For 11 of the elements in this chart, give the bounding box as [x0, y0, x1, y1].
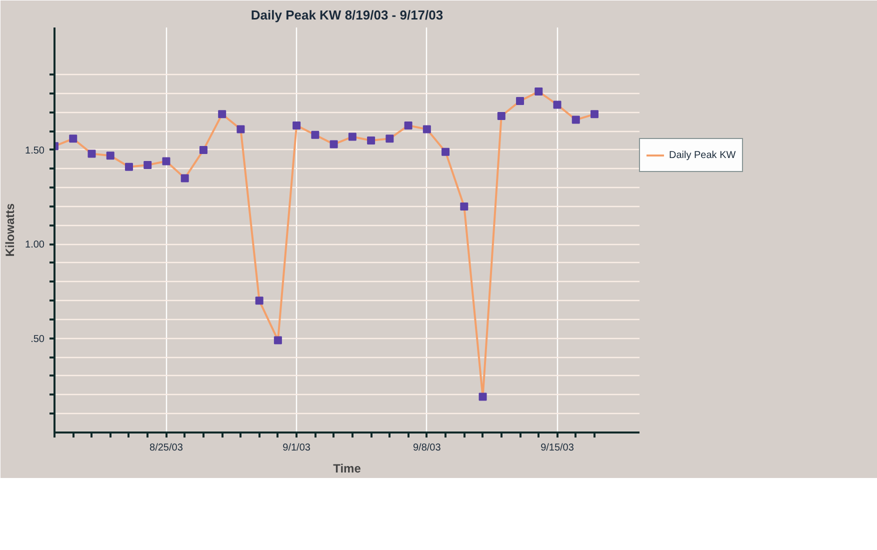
- x-tick-label: 8/25/03: [150, 442, 184, 454]
- y-tick-label: .50: [30, 334, 45, 345]
- y-tick-label: 1.50: [25, 145, 45, 156]
- x-axis-title: Time: [333, 462, 362, 476]
- chart-title: Daily Peak KW 8/19/03 - 9/17/03: [250, 8, 444, 22]
- x-tick-label: 9/15/03: [540, 442, 574, 454]
- legend-label: Daily Peak KW: [669, 150, 736, 160]
- x-tick-label: 9/1/03: [282, 442, 311, 454]
- y-tick-label: 1.00: [25, 240, 45, 251]
- x-tick-label: 9/8/03: [413, 442, 442, 454]
- y-axis-title: Kilowatts: [3, 203, 18, 257]
